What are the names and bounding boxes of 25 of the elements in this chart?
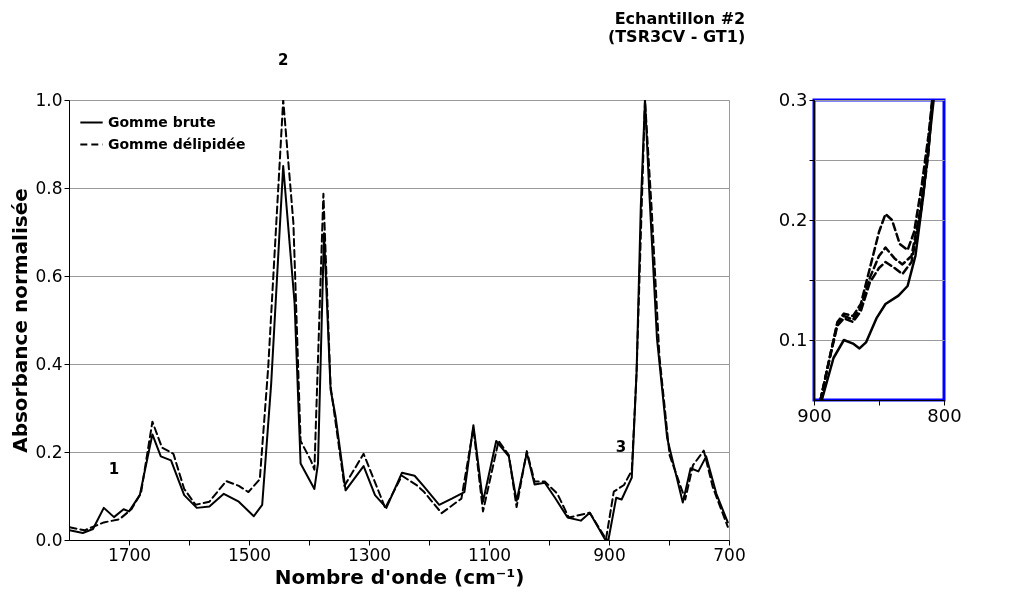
x-tick-label: 700: [713, 544, 746, 565]
legend-label: Gomme brute: [108, 113, 216, 130]
chart-title: Echantillon #2 (TSR3CV - GT1): [607, 9, 746, 46]
y-tick-label: 0.6: [35, 265, 63, 286]
y-tick-label: 0.1: [778, 328, 808, 350]
y-tick-label: 1.0: [35, 89, 63, 110]
annotation: 2: [277, 51, 289, 69]
y-tick-label: 0.2: [35, 441, 63, 462]
x-tick-label: 1100: [467, 544, 512, 565]
annotation: 1: [108, 460, 120, 479]
x-tick-label: 1300: [347, 544, 392, 565]
annotation: 3: [615, 438, 627, 457]
x-tick-label: 900: [797, 404, 832, 426]
x-tick-label: 1500: [227, 544, 272, 565]
y-axis-title: Absorbance normalisée: [8, 188, 33, 453]
x-axis-title: Nombre d'onde (cm⁻¹): [274, 564, 525, 589]
x-tick-label: 900: [593, 544, 626, 565]
y-tick-label: 0.0: [35, 529, 63, 550]
x-tick-label: 1700: [107, 544, 152, 565]
y-tick-label: 0.8: [35, 177, 63, 198]
legend-label: Gomme délipidée: [108, 135, 246, 152]
x-tick-label: 800: [927, 404, 962, 426]
y-tick-label: 0.4: [35, 353, 63, 374]
y-tick-label: 0.2: [778, 208, 808, 230]
y-tick-label: 0.3: [778, 88, 808, 110]
